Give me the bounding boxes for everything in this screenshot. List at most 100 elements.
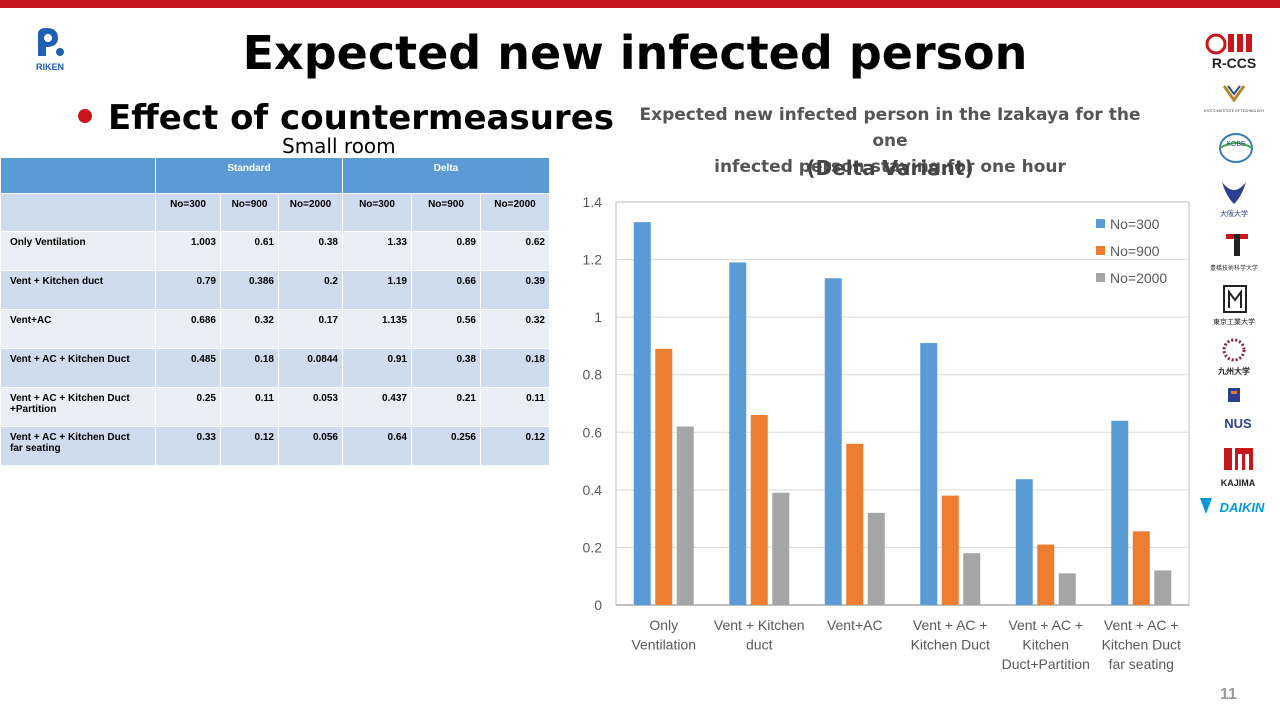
row-label: Vent+AC: [0, 309, 156, 349]
table-cell: 0.256: [411, 426, 481, 466]
bar-no-300: [633, 222, 651, 605]
rccs-logo-text: R-CCS: [1212, 55, 1256, 71]
bar-no-2000: [1058, 573, 1076, 605]
table-row: Vent + Kitchen duct 0.79 0.386 0.2 1.19 …: [0, 270, 550, 310]
row-label: Only Ventilation: [0, 231, 156, 271]
plot-area-border: [615, 201, 1190, 606]
table-cell: 0.18: [480, 348, 550, 388]
legend-swatch: [1096, 219, 1105, 228]
group-header-delta: Delta: [342, 157, 550, 194]
table-cell: 0.11: [220, 387, 279, 427]
kajima-logo-text: KAJIMA: [1221, 478, 1256, 488]
y-tick-label: 0.4: [583, 482, 603, 498]
table-cell: 0.12: [220, 426, 279, 466]
row-label: Vent + AC + Kitchen Duct: [0, 348, 156, 388]
table-corner-cell: [0, 193, 156, 232]
column-header: No=900: [411, 193, 481, 232]
kyushu-univ-logo: 九州大学: [1217, 338, 1250, 376]
table-cell: 0.17: [278, 309, 343, 349]
table-subtitle: Small room: [282, 134, 396, 158]
table-cell: 0.91: [342, 348, 412, 388]
x-category-label: far seating: [1109, 656, 1174, 672]
row-label: Vent + AC + Kitchen Duct far seating: [0, 426, 156, 466]
legend-label: No=900: [1110, 243, 1160, 259]
table-cell: 0.61: [220, 231, 279, 271]
bar-no-900: [655, 348, 673, 605]
top-accent-bar: [0, 0, 1280, 8]
x-category-label: Vent+AC: [827, 617, 883, 633]
table-cell: 0.38: [411, 348, 481, 388]
daikin-logo-text: DAIKIN: [1220, 500, 1265, 515]
column-header: No=2000: [480, 193, 550, 232]
table-column-header-row: No=300 No=900 No=2000 No=300 No=900 No=2…: [0, 193, 550, 232]
legend-swatch: [1096, 273, 1105, 282]
table-cell: 0.32: [480, 309, 550, 349]
chart-title: Expected new infected person in the Izak…: [630, 102, 1150, 180]
results-table: Standard Delta No=300 No=900 No=2000 No=…: [0, 157, 550, 466]
chart-title-line: Expected new infected person in the Izak…: [639, 105, 1141, 151]
table-cell: 0.64: [342, 426, 412, 466]
rccs-logo: R-CCS: [1205, 33, 1256, 71]
row-label-line: Only Ventilation: [10, 237, 86, 248]
kyushu-univ-logo-text: 九州大学: [1217, 366, 1250, 376]
table-cell: 0.38: [278, 231, 343, 271]
x-category-label: Vent + AC +: [1008, 617, 1083, 633]
table-cell: 0.053: [278, 387, 343, 427]
table-cell: 0.66: [411, 270, 481, 310]
table-cell: 0.56: [411, 309, 481, 349]
row-label-line: Vent+AC: [10, 315, 52, 326]
toyohashi-tech-logo-text: 豊橋技術科学大学: [1210, 264, 1258, 272]
bar-no-900: [1037, 544, 1055, 605]
bar-no-2000: [963, 553, 981, 605]
table-cell: 1.19: [342, 270, 412, 310]
riken-logo-text: RIKEN: [36, 62, 64, 72]
table-row: Vent + AC + Kitchen Duct far seating 0.3…: [0, 426, 550, 466]
row-label-line: Vent + AC + Kitchen Duct: [10, 432, 130, 443]
table-cell: 0.11: [480, 387, 550, 427]
row-label: Vent + AC + Kitchen Duct +Partition: [0, 387, 156, 427]
bar-no-300: [729, 262, 747, 605]
slide-title: Expected new infected person: [242, 26, 1028, 80]
riken-logo: RIKEN: [36, 28, 64, 72]
bullet-text: Effect of countermeasures: [108, 98, 614, 138]
tokyo-tech-logo-text: 東京工業大学: [1213, 317, 1255, 326]
table-cell: 0.2: [278, 270, 343, 310]
bar-no-900: [750, 415, 768, 605]
y-tick-label: 0.2: [583, 539, 603, 555]
bar-no-900: [1132, 531, 1150, 605]
x-category-label: Ventilation: [631, 637, 696, 653]
column-header: No=900: [220, 193, 279, 232]
x-category-label: Kitchen Duct: [911, 637, 990, 653]
table-cell: 0.32: [220, 309, 279, 349]
osaka-univ-logo-text: 大阪大学: [1220, 209, 1248, 218]
x-category-label: Kitchen Duct: [1102, 637, 1181, 653]
column-header: No=300: [155, 193, 221, 232]
table-corner-cell: [0, 157, 156, 194]
x-category-label: duct: [746, 637, 773, 653]
table-row: Vent+AC 0.686 0.32 0.17 1.135 0.56 0.32: [0, 309, 550, 349]
x-category-label: Duct+Partition: [1002, 656, 1090, 672]
column-header: No=300: [342, 193, 412, 232]
nus-logo: NUS: [1224, 388, 1252, 431]
kobe-logo-text: KOBE: [1226, 141, 1246, 148]
chart-title-line: infected person staying for one hour: [714, 157, 1066, 177]
bar-chart: 0 0.2 0.4 0.6 0.8 1 1.2 1.4 Only Ventilation Vent …: [583, 194, 1190, 672]
y-tick-label: 1: [594, 309, 602, 325]
bar-no-2000: [676, 426, 694, 605]
table-cell: 0.386: [220, 270, 279, 310]
table-row: Vent + AC + Kitchen Duct 0.485 0.18 0.08…: [0, 348, 550, 388]
bar-no-300: [1015, 479, 1033, 605]
row-label-line: Vent + Kitchen duct: [10, 276, 104, 287]
x-category-label: Vent + AC +: [1104, 617, 1179, 633]
table-cell: 0.33: [155, 426, 221, 466]
table-cell: 1.003: [155, 231, 221, 271]
tokyo-tech-logo: 東京工業大学: [1213, 285, 1255, 326]
table-cell: 0.0844: [278, 348, 343, 388]
table-cell: 0.25: [155, 387, 221, 427]
group-header-standard: Standard: [155, 157, 343, 194]
row-label-line: +Partition: [10, 404, 57, 415]
kajima-logo: KAJIMA: [1221, 448, 1256, 488]
row-label-line: Vent + AC + Kitchen Duct: [10, 393, 130, 404]
table-cell: 0.18: [220, 348, 279, 388]
daikin-logo: DAIKIN: [1200, 498, 1265, 515]
